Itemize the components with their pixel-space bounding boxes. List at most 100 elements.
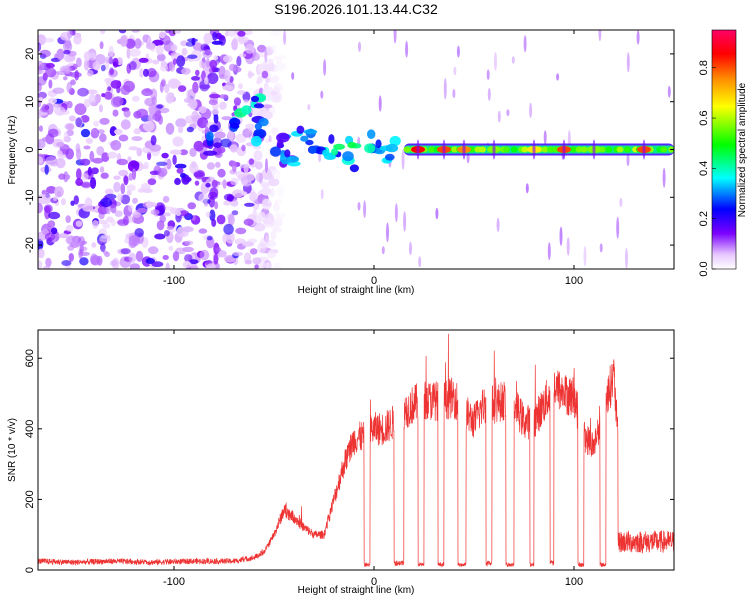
noise-blob (224, 69, 231, 82)
noise-blob (249, 248, 258, 255)
ridge-spike (562, 139, 566, 160)
track-blob (270, 146, 282, 157)
noise-streak (456, 45, 460, 58)
colorbar-gradient (712, 30, 736, 269)
ridge-cell (575, 146, 583, 153)
noise-blob (38, 42, 42, 52)
noise-blob (126, 189, 132, 196)
noise-blob (270, 230, 277, 241)
noise-blob (257, 242, 267, 254)
noise-streak (496, 217, 500, 232)
noise-blob (116, 158, 129, 166)
noise-blob (135, 250, 144, 262)
noise-blob (107, 86, 112, 91)
track-blob (303, 129, 318, 135)
noise-blob (99, 133, 107, 143)
track-blob (205, 131, 214, 141)
noise-blob (244, 44, 255, 54)
noise-blob (41, 103, 49, 113)
noise-blob (58, 233, 69, 239)
noise-streak (320, 90, 324, 99)
noise-blob (163, 212, 171, 217)
noise-blob (156, 104, 164, 109)
noise-blob (231, 160, 237, 173)
noise-blob (120, 248, 131, 255)
noise-blob (132, 197, 138, 204)
noise-blob (238, 83, 243, 90)
noise-blob (120, 194, 131, 205)
noise-blob (208, 196, 215, 208)
noise-blob (125, 38, 136, 49)
noise-streak (667, 85, 671, 98)
noise-blob (209, 187, 219, 198)
noise-blob (97, 219, 108, 225)
noise-blob (268, 166, 277, 171)
noise-blob (80, 115, 90, 123)
noise-blob (156, 220, 165, 231)
track-blob (174, 177, 181, 186)
track-blob (180, 172, 187, 179)
x-tick-label: 0 (371, 275, 377, 287)
noise-blob (281, 248, 287, 256)
noise-streak (320, 189, 324, 200)
noise-blob (78, 248, 83, 259)
noise-blob (218, 35, 225, 41)
track-blob (305, 139, 314, 146)
noise-blob (123, 175, 129, 186)
noise-blob (45, 156, 58, 165)
noise-streak (529, 102, 533, 118)
noise-blob (145, 42, 156, 50)
y-tick-label: 0 (24, 146, 36, 152)
noise-blob (131, 30, 140, 33)
noise-blob (147, 58, 153, 64)
noise-blob (237, 30, 246, 37)
noise-streak (523, 35, 527, 53)
noise-blob (212, 31, 218, 41)
noise-streak (405, 40, 409, 58)
noise-blob (70, 79, 76, 86)
noise-blob (48, 79, 53, 89)
noise-blob (195, 69, 200, 77)
noise-blob (170, 52, 179, 58)
noise-blob (225, 231, 235, 244)
noise-blob (72, 63, 78, 70)
noise-blob (229, 144, 238, 153)
noise-blob (42, 37, 55, 43)
noise-blob (45, 62, 55, 69)
noise-blob (209, 93, 221, 99)
noise-blob (261, 111, 273, 120)
noise-blob (261, 257, 266, 263)
ridge-spike (592, 139, 596, 160)
noise-blob (216, 214, 226, 225)
noise-streak (357, 202, 361, 211)
noise-blob (162, 195, 170, 203)
noise-blob (61, 260, 72, 266)
noise-blob (38, 156, 44, 165)
noise-blob (58, 173, 66, 180)
noise-blob (258, 172, 263, 184)
noise-blob (104, 251, 110, 257)
noise-blob (213, 55, 219, 61)
noise-blob (155, 44, 164, 56)
noise-blob (51, 103, 62, 108)
noise-blob (38, 34, 47, 46)
noise-blob (276, 62, 287, 70)
noise-blob (147, 178, 157, 186)
noise-blob (226, 194, 234, 202)
noise-streak (393, 30, 397, 44)
noise-blob (274, 212, 286, 219)
blob-track (174, 93, 401, 186)
ridge-spike (492, 139, 496, 160)
noise-blob (82, 203, 94, 212)
noise-blob (131, 95, 140, 102)
noise-blob (114, 128, 123, 135)
noise-blob (86, 89, 98, 95)
noise-blob (238, 53, 247, 58)
noise-blob (134, 38, 142, 49)
x-tick-label: 100 (565, 275, 583, 287)
noise-blob (152, 59, 160, 65)
noise-blob (248, 158, 255, 166)
noise-blob (244, 202, 255, 207)
noise-blob (203, 32, 213, 45)
